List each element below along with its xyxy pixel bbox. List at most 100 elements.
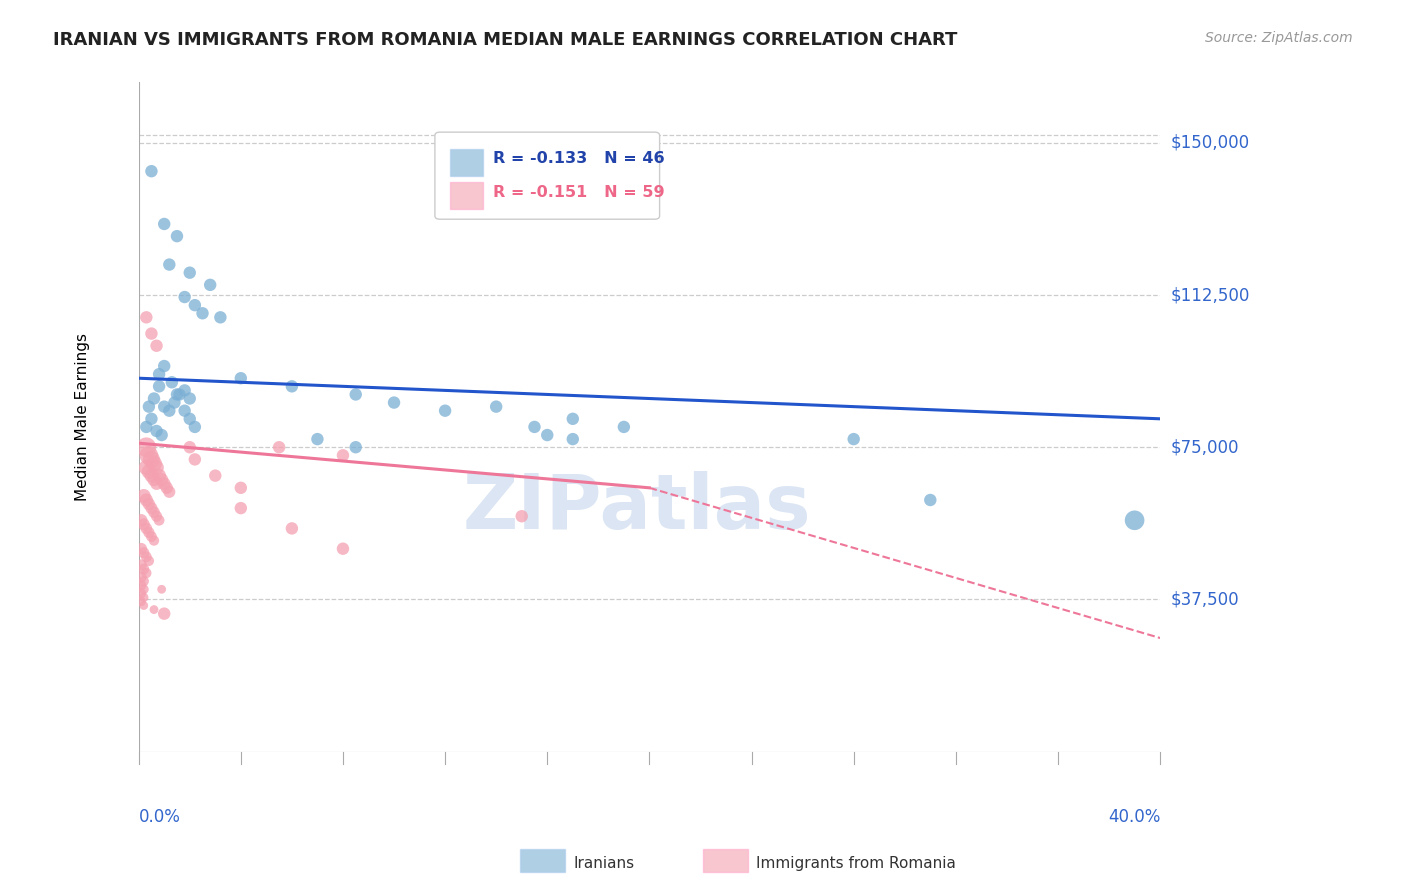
Point — [229, 501, 252, 516]
Point — [160, 376, 183, 390]
Point — [523, 420, 546, 434]
Point — [145, 460, 167, 475]
Point — [184, 452, 207, 467]
Point — [179, 266, 201, 280]
Text: Immigrants from Romania: Immigrants from Romania — [756, 856, 956, 871]
Point — [163, 395, 186, 409]
Point — [150, 473, 173, 487]
Point — [229, 371, 252, 385]
Point — [135, 310, 157, 325]
Text: $112,500: $112,500 — [1170, 286, 1250, 304]
Point — [382, 395, 405, 409]
Point — [153, 476, 176, 491]
Point — [129, 578, 152, 592]
Point — [145, 339, 167, 353]
Text: $75,000: $75,000 — [1170, 438, 1239, 456]
Point — [157, 484, 180, 499]
Text: 0.0%: 0.0% — [139, 808, 180, 827]
Point — [184, 420, 207, 434]
Point — [561, 432, 583, 446]
Point — [135, 493, 157, 508]
Point — [129, 594, 152, 608]
Point — [153, 400, 176, 414]
Point — [173, 403, 195, 417]
Point — [145, 424, 167, 438]
Point — [143, 533, 166, 548]
Point — [143, 457, 166, 471]
Point — [536, 428, 558, 442]
Point — [132, 582, 155, 597]
Point — [179, 440, 201, 454]
Point — [138, 554, 160, 568]
Point — [344, 440, 367, 454]
Point — [141, 529, 163, 543]
FancyBboxPatch shape — [434, 132, 659, 219]
Point — [141, 452, 163, 467]
Point — [129, 513, 152, 527]
Point — [135, 420, 157, 434]
Point — [135, 521, 157, 535]
Point — [141, 164, 163, 178]
Point — [209, 310, 232, 325]
Point — [510, 509, 533, 524]
Point — [138, 448, 160, 462]
Point — [138, 497, 160, 511]
Point — [153, 217, 176, 231]
Point — [150, 428, 173, 442]
Bar — [450, 182, 482, 209]
Point — [135, 549, 157, 564]
Text: 40.0%: 40.0% — [1108, 808, 1160, 827]
Point — [229, 481, 252, 495]
Point — [148, 379, 170, 393]
Text: Source: ZipAtlas.com: Source: ZipAtlas.com — [1205, 31, 1353, 45]
Point — [198, 277, 221, 292]
Bar — [450, 149, 482, 176]
Point — [157, 258, 180, 272]
Point — [135, 460, 157, 475]
Point — [166, 229, 188, 244]
Point — [141, 468, 163, 483]
Point — [129, 558, 152, 572]
Point — [138, 400, 160, 414]
Point — [129, 586, 152, 600]
Point — [281, 521, 304, 535]
Point — [132, 591, 155, 605]
Point — [132, 574, 155, 589]
Text: $37,500: $37,500 — [1170, 591, 1239, 608]
Point — [156, 481, 179, 495]
Point — [135, 440, 157, 454]
Point — [179, 412, 201, 426]
Text: R = -0.151   N = 59: R = -0.151 N = 59 — [494, 185, 665, 200]
Point — [179, 392, 201, 406]
Point — [143, 392, 166, 406]
Point — [141, 326, 163, 341]
Point — [143, 602, 166, 616]
Point — [135, 566, 157, 580]
Point — [145, 509, 167, 524]
Point — [129, 541, 152, 556]
Point — [145, 476, 167, 491]
Point — [332, 448, 354, 462]
Point — [143, 473, 166, 487]
Point — [281, 379, 304, 393]
Point — [148, 468, 170, 483]
Point — [613, 420, 636, 434]
Point — [184, 298, 207, 312]
Point — [132, 517, 155, 532]
Point — [129, 570, 152, 584]
Point — [169, 387, 191, 401]
Point — [153, 359, 176, 373]
Point — [920, 493, 942, 508]
Point — [1123, 513, 1146, 527]
Point — [141, 501, 163, 516]
Point — [561, 412, 583, 426]
Point — [269, 440, 291, 454]
Point — [173, 384, 195, 398]
Text: Iranians: Iranians — [574, 856, 634, 871]
Point — [191, 306, 214, 320]
Point — [434, 403, 457, 417]
Point — [143, 505, 166, 519]
Point — [344, 387, 367, 401]
Point — [173, 290, 195, 304]
Point — [204, 468, 226, 483]
